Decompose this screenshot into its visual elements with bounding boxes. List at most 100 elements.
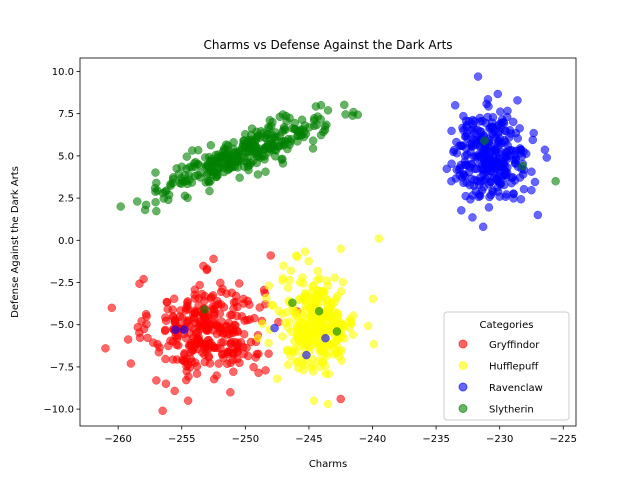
data-point — [208, 170, 218, 180]
data-point — [308, 136, 318, 145]
legend-marker — [458, 382, 468, 392]
data-point — [242, 148, 251, 157]
legend-label: Slytherin — [489, 405, 534, 416]
data-point — [369, 339, 379, 349]
data-point — [339, 334, 349, 343]
data-point — [472, 153, 482, 163]
data-point — [304, 324, 313, 334]
data-point — [190, 294, 200, 303]
data-point — [312, 322, 321, 332]
data-point — [132, 197, 142, 206]
data-point — [457, 173, 467, 182]
x-tick-label: −250 — [232, 434, 259, 445]
data-point — [493, 89, 503, 99]
data-point — [261, 366, 270, 375]
data-point — [194, 322, 203, 331]
data-point — [209, 254, 218, 264]
data-point — [200, 305, 209, 314]
data-point — [253, 333, 263, 343]
data-point — [321, 369, 331, 379]
data-point — [478, 222, 488, 232]
data-point — [527, 167, 536, 176]
data-point — [170, 317, 179, 327]
data-point — [302, 335, 311, 344]
data-point — [467, 140, 477, 149]
data-point — [278, 110, 288, 119]
data-point — [513, 96, 522, 105]
legend-items: Gryffindor Hufflepuff Ravenclaw Slytherin — [458, 339, 543, 416]
data-point — [265, 116, 275, 125]
data-point — [336, 394, 345, 404]
data-point — [139, 274, 148, 284]
legend-label: Gryffindor — [489, 340, 540, 351]
data-point — [300, 288, 310, 298]
data-point — [515, 173, 525, 182]
data-point — [330, 273, 340, 282]
data-point — [516, 145, 526, 155]
data-point — [297, 131, 306, 140]
data-point — [447, 176, 456, 186]
data-point — [509, 189, 518, 198]
data-point — [182, 152, 192, 161]
data-point — [265, 123, 274, 133]
data-point — [349, 107, 358, 117]
data-point — [306, 363, 316, 372]
data-point — [527, 185, 536, 195]
data-point — [246, 130, 256, 140]
data-point — [496, 107, 505, 116]
data-point — [193, 145, 203, 155]
data-point — [178, 355, 187, 365]
data-point — [480, 136, 489, 145]
data-point — [177, 162, 187, 171]
data-point — [540, 145, 550, 155]
data-point — [252, 349, 261, 359]
data-point — [285, 140, 294, 150]
data-point — [336, 244, 345, 253]
x-axis-label: Charms — [309, 459, 347, 470]
legend: Categories Gryffindor Hufflepuff Ravenclaw… — [443, 311, 570, 421]
plot-frame — [79, 57, 577, 427]
y-tick-label: −7.5 — [50, 362, 74, 373]
data-point — [283, 346, 292, 356]
data-point — [123, 335, 133, 344]
data-point — [204, 313, 213, 323]
data-point — [151, 168, 160, 177]
data-point — [142, 312, 151, 321]
data-point — [318, 286, 327, 296]
data-point — [332, 327, 342, 336]
data-point — [299, 279, 308, 288]
data-point — [171, 325, 180, 335]
data-point — [229, 304, 238, 313]
data-point — [277, 138, 287, 147]
data-point — [107, 303, 117, 313]
y-tick-label: 0.0 — [58, 236, 74, 247]
data-point — [363, 321, 373, 331]
data-point — [333, 291, 342, 301]
data-point — [161, 379, 171, 388]
data-point — [442, 164, 452, 174]
points-layer — [101, 72, 560, 416]
x-tick-label: −225 — [550, 434, 577, 445]
y-axis: −10.0 −7.5 −5.0 −2.5 0.0 2.5 5.0 7.5 10.0 — [43, 67, 80, 416]
data-point — [226, 388, 235, 397]
data-point — [460, 160, 469, 169]
data-point — [141, 200, 151, 210]
data-point — [292, 332, 302, 342]
data-point — [297, 320, 307, 329]
data-point — [168, 355, 178, 364]
data-point — [183, 304, 193, 314]
data-point — [101, 344, 110, 353]
data-point — [209, 326, 218, 335]
data-point — [501, 148, 511, 157]
data-point — [473, 72, 483, 81]
x-tick-label: −255 — [168, 434, 195, 445]
data-point — [195, 161, 204, 170]
data-point — [533, 210, 543, 220]
data-point — [219, 163, 229, 173]
data-point — [235, 156, 245, 166]
y-tick-label: −10.0 — [43, 405, 74, 416]
data-point — [192, 339, 202, 348]
data-point — [484, 203, 494, 212]
data-point — [278, 332, 287, 341]
data-point — [513, 134, 523, 143]
